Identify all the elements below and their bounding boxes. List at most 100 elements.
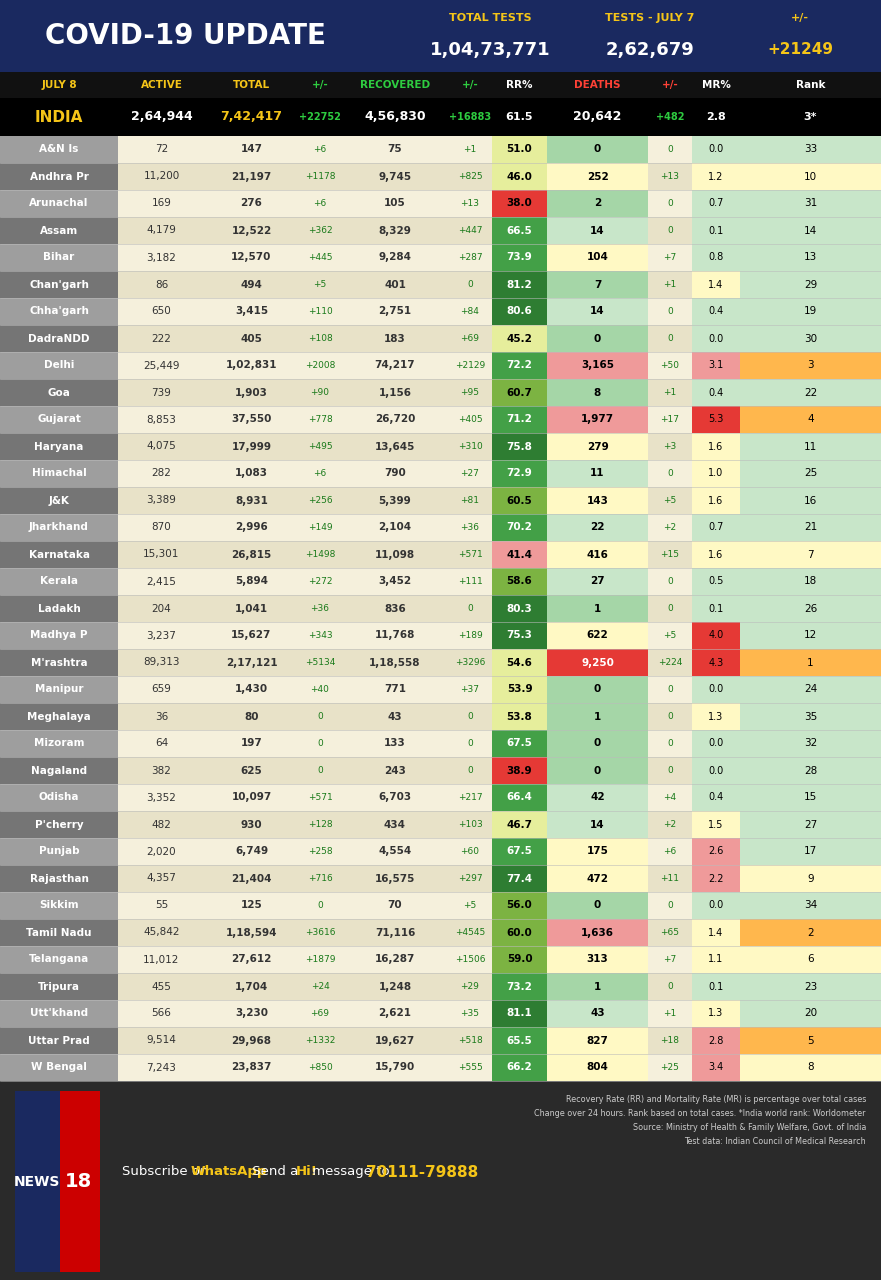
Bar: [492, 406, 547, 433]
Bar: [547, 163, 648, 189]
Text: Subscribe on: Subscribe on: [122, 1165, 213, 1178]
Text: 0.0: 0.0: [708, 901, 723, 910]
Text: +69: +69: [310, 1009, 329, 1018]
Text: 2: 2: [594, 198, 601, 209]
Text: 18: 18: [803, 576, 817, 586]
Text: 3,352: 3,352: [146, 792, 176, 803]
Text: Kerala: Kerala: [40, 576, 78, 586]
Text: +447: +447: [458, 227, 482, 236]
Bar: [492, 433, 547, 460]
Text: 1.4: 1.4: [708, 279, 723, 289]
Text: +25: +25: [661, 1062, 679, 1073]
Bar: [547, 515, 648, 541]
Text: Karnataka: Karnataka: [28, 549, 90, 559]
Bar: [0, 730, 118, 756]
Text: message to: message to: [307, 1165, 394, 1178]
Text: +1506: +1506: [455, 955, 485, 964]
Text: 74,217: 74,217: [374, 361, 415, 370]
Text: 0: 0: [667, 712, 673, 721]
Text: 15,790: 15,790: [375, 1062, 415, 1073]
Bar: [547, 756, 648, 783]
Bar: [118, 622, 881, 649]
Bar: [492, 622, 547, 649]
Text: NEWS: NEWS: [14, 1175, 60, 1189]
Bar: [740, 352, 881, 379]
Bar: [0, 568, 118, 595]
Text: 6: 6: [807, 955, 814, 965]
Bar: [492, 756, 547, 783]
Bar: [118, 136, 881, 163]
Text: 27,612: 27,612: [232, 955, 271, 965]
Bar: [547, 244, 648, 271]
Bar: [0, 622, 118, 649]
Text: +90: +90: [310, 388, 329, 397]
Text: 26,720: 26,720: [374, 415, 415, 425]
Text: +17: +17: [661, 415, 679, 424]
Text: 5.3: 5.3: [708, 415, 723, 425]
Bar: [740, 919, 881, 946]
Bar: [692, 865, 740, 892]
Text: 3,182: 3,182: [146, 252, 176, 262]
Bar: [692, 352, 740, 379]
Bar: [740, 271, 881, 298]
Bar: [692, 1053, 740, 1082]
Bar: [0, 163, 118, 189]
Bar: [492, 812, 547, 838]
Bar: [692, 460, 740, 486]
Text: +81: +81: [461, 495, 479, 506]
Text: 1,430: 1,430: [235, 685, 268, 695]
Text: 9,284: 9,284: [379, 252, 411, 262]
Bar: [0, 433, 118, 460]
Bar: [0, 515, 118, 541]
Text: Send a: Send a: [248, 1165, 302, 1178]
Text: DadraNDD: DadraNDD: [28, 334, 90, 343]
Text: 9,514: 9,514: [146, 1036, 176, 1046]
Text: +84: +84: [461, 307, 479, 316]
Text: +24: +24: [311, 982, 329, 991]
Text: 27: 27: [590, 576, 605, 586]
Text: Meghalaya: Meghalaya: [27, 712, 91, 722]
Text: 204: 204: [152, 603, 172, 613]
Text: +6: +6: [314, 198, 327, 207]
Text: 0.0: 0.0: [708, 334, 723, 343]
Bar: [0, 1027, 118, 1053]
Text: 9: 9: [807, 873, 814, 883]
Text: 313: 313: [587, 955, 609, 965]
Text: 1.2: 1.2: [708, 172, 723, 182]
Text: +362: +362: [307, 227, 332, 236]
Text: 2.8: 2.8: [707, 111, 726, 122]
Bar: [692, 783, 740, 812]
Text: 5: 5: [807, 1036, 814, 1046]
Text: +36: +36: [461, 524, 479, 532]
Bar: [740, 433, 881, 460]
Bar: [118, 892, 881, 919]
Bar: [0, 892, 118, 919]
Text: 21: 21: [803, 522, 817, 532]
Bar: [547, 433, 648, 460]
Bar: [0, 486, 118, 515]
Text: 10,097: 10,097: [232, 792, 271, 803]
Text: +149: +149: [307, 524, 332, 532]
Bar: [740, 379, 881, 406]
Bar: [0, 756, 118, 783]
Text: 1.4: 1.4: [708, 928, 723, 937]
Bar: [0, 0, 881, 72]
Text: +65: +65: [661, 928, 679, 937]
Text: +518: +518: [457, 1036, 483, 1044]
Text: 2,64,944: 2,64,944: [130, 110, 192, 123]
Text: 870: 870: [152, 522, 172, 532]
Text: +50: +50: [661, 361, 679, 370]
Text: 8,329: 8,329: [379, 225, 411, 236]
Text: 1.6: 1.6: [708, 442, 723, 452]
Bar: [547, 486, 648, 515]
Bar: [692, 892, 740, 919]
Bar: [0, 1082, 881, 1280]
Bar: [492, 1053, 547, 1082]
Text: Tripura: Tripura: [38, 982, 80, 992]
Bar: [0, 244, 118, 271]
Bar: [740, 783, 881, 812]
Text: 401: 401: [384, 279, 406, 289]
Bar: [692, 136, 740, 163]
Text: 1,18,594: 1,18,594: [226, 928, 278, 937]
Text: +310: +310: [457, 442, 483, 451]
